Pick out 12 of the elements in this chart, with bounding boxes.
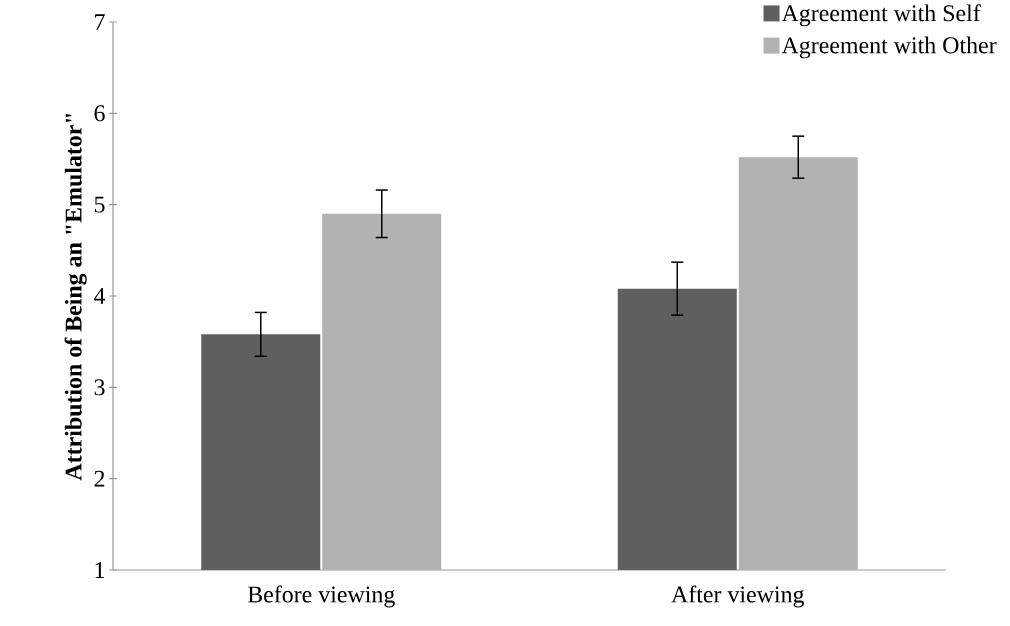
legend-label: Agreement with Self — [781, 4, 981, 27]
y-tick-label: 4 — [94, 288, 106, 304]
x-tick-label: After viewing — [671, 585, 805, 608]
y-tick-label: 2 — [94, 470, 105, 487]
y-tick-label: 1 — [95, 562, 105, 578]
x-tick-label: Before viewing — [247, 585, 395, 608]
y-axis-title: Attribution of Being an "Emulator" — [64, 113, 87, 481]
y-tick-label: 5 — [94, 196, 105, 213]
y-tick-label: 6 — [94, 105, 105, 122]
y-tick-label: 7 — [95, 14, 105, 30]
y-tick-label: 3 — [94, 379, 105, 396]
legend-label: Agreement with Other — [781, 36, 997, 59]
